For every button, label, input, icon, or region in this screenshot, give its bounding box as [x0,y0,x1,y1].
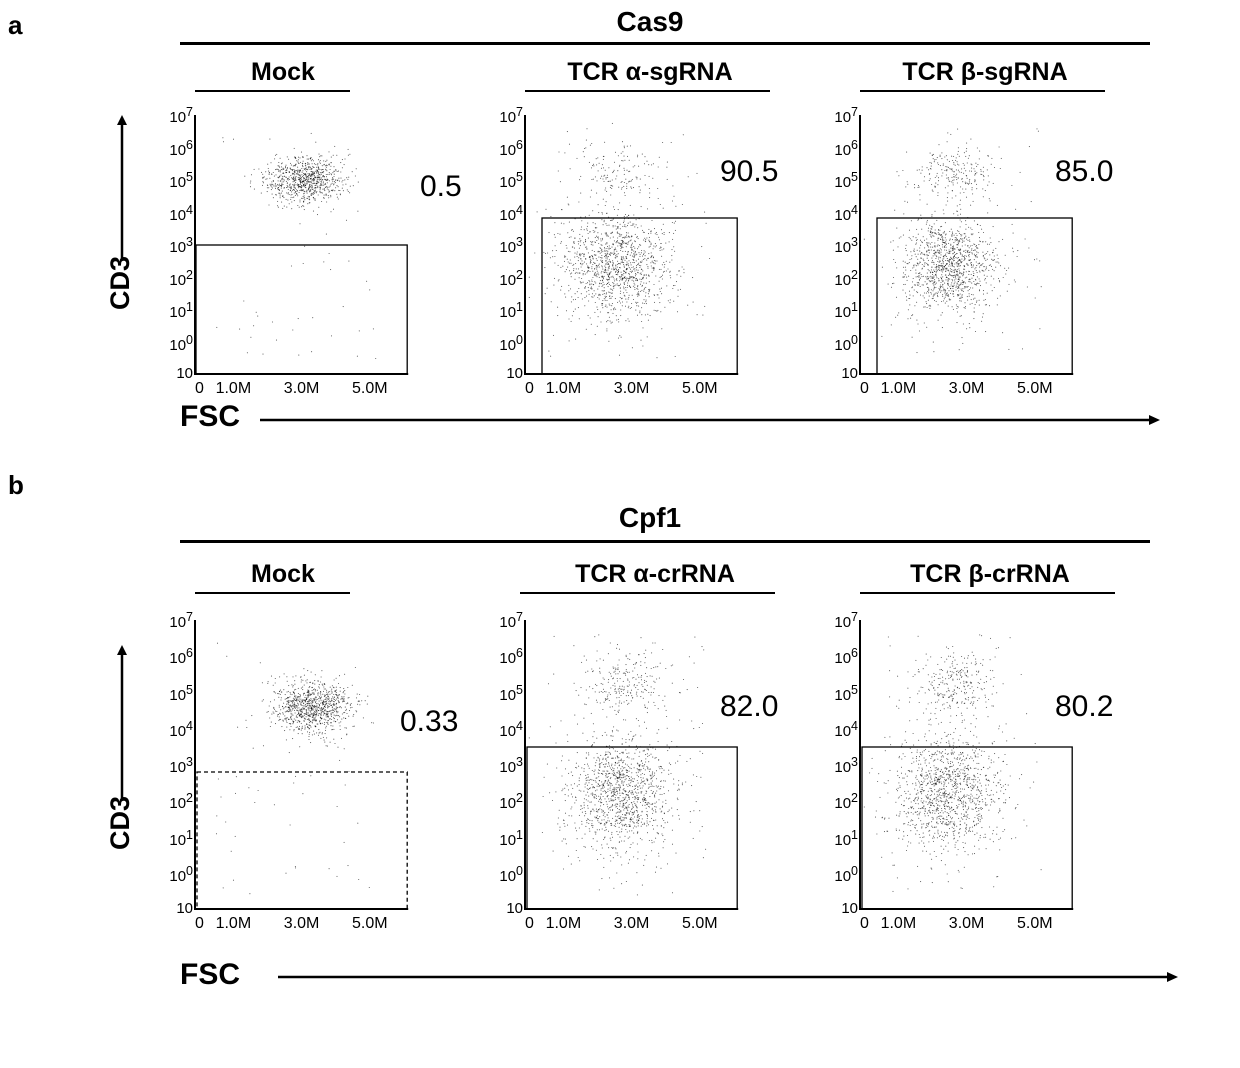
svg-text:0: 0 [860,380,869,397]
panel-a-mock-underline [195,90,350,92]
panel-b-tcr-beta-gate-value: 80.2 [1055,690,1113,724]
panel-b-mock-underline [195,592,350,594]
panel-a-group-underline [180,42,1150,45]
svg-text:1.0M: 1.0M [216,915,252,932]
svg-text:1.0M: 1.0M [881,380,917,397]
panel-a-plot-mock: 1010010110210310410510610701.0M3.0M5.0M [195,115,455,375]
panel-a-plot-tcr-alpha: 1010010110210310410510610701.0M3.0M5.0M [525,115,785,375]
panel-b-tcr-beta-underline [860,592,1115,594]
svg-text:3.0M: 3.0M [949,380,985,397]
svg-text:5.0M: 5.0M [1017,380,1053,397]
panel-b-group-underline [180,540,1150,543]
panel-b-plot-tcr-beta: 1010010110210310410510610701.0M3.0M5.0M [860,620,1120,910]
panel-a-tcr-beta-underline [860,90,1105,92]
panel-a-tcr-beta-label: TCR β-sgRNA [880,58,1090,87]
panel-b-y-arrow [115,645,129,800]
panel-b-group-label: Cpf1 [595,502,705,534]
svg-text:0: 0 [195,915,204,932]
figure-container: a Cas9 CD3 FSC Mock 10100101102103104105… [0,0,1240,1068]
panel-a-y-arrow [115,115,129,260]
panel-a-plot-tcr-beta: 1010010110210310410510610701.0M3.0M5.0M [860,115,1120,375]
panel-b-mock-gate-value: 0.33 [400,705,458,739]
svg-text:1.0M: 1.0M [216,380,252,397]
svg-text:1.0M: 1.0M [546,380,582,397]
svg-text:5.0M: 5.0M [352,380,388,397]
svg-text:0: 0 [195,380,204,397]
svg-text:3.0M: 3.0M [284,915,320,932]
svg-text:3.0M: 3.0M [614,380,650,397]
panel-b-x-arrow [278,970,1178,984]
panel-b-plot-mock: 1010010110210310410510610701.0M3.0M5.0M [195,620,455,910]
panel-a-mock-label: Mock [228,58,338,87]
panel-b-letter: b [8,470,24,501]
panel-a-mock-gate-value: 0.5 [420,170,462,204]
panel-a-tcr-alpha-underline [525,90,770,92]
panel-b-plot-tcr-alpha: 1010010110210310410510610701.0M3.0M5.0M [525,620,785,910]
panel-a-tcr-alpha-gate-value: 90.5 [720,155,778,189]
svg-text:0: 0 [525,380,534,397]
panel-a-tcr-alpha-label: TCR α-sgRNA [545,58,755,87]
panel-a-x-label: FSC [180,400,240,434]
panel-b-mock-label: Mock [228,560,338,589]
panel-a-y-label: CD3 [105,256,136,310]
panel-a-group-label: Cas9 [590,6,710,38]
panel-a-tcr-beta-gate-value: 85.0 [1055,155,1113,189]
panel-b-tcr-beta-label: TCR β-crRNA [880,560,1100,589]
panel-b-tcr-alpha-underline [520,592,775,594]
panel-b-y-label: CD3 [105,796,136,850]
panel-b-x-label: FSC [180,958,240,992]
panel-a-letter: a [8,10,22,41]
panel-b-tcr-alpha-gate-value: 82.0 [720,690,778,724]
svg-text:5.0M: 5.0M [352,915,388,932]
svg-text:3.0M: 3.0M [284,380,320,397]
panel-a-x-arrow [260,413,1160,427]
svg-text:5.0M: 5.0M [682,380,718,397]
panel-b-tcr-alpha-label: TCR α-crRNA [540,560,770,589]
